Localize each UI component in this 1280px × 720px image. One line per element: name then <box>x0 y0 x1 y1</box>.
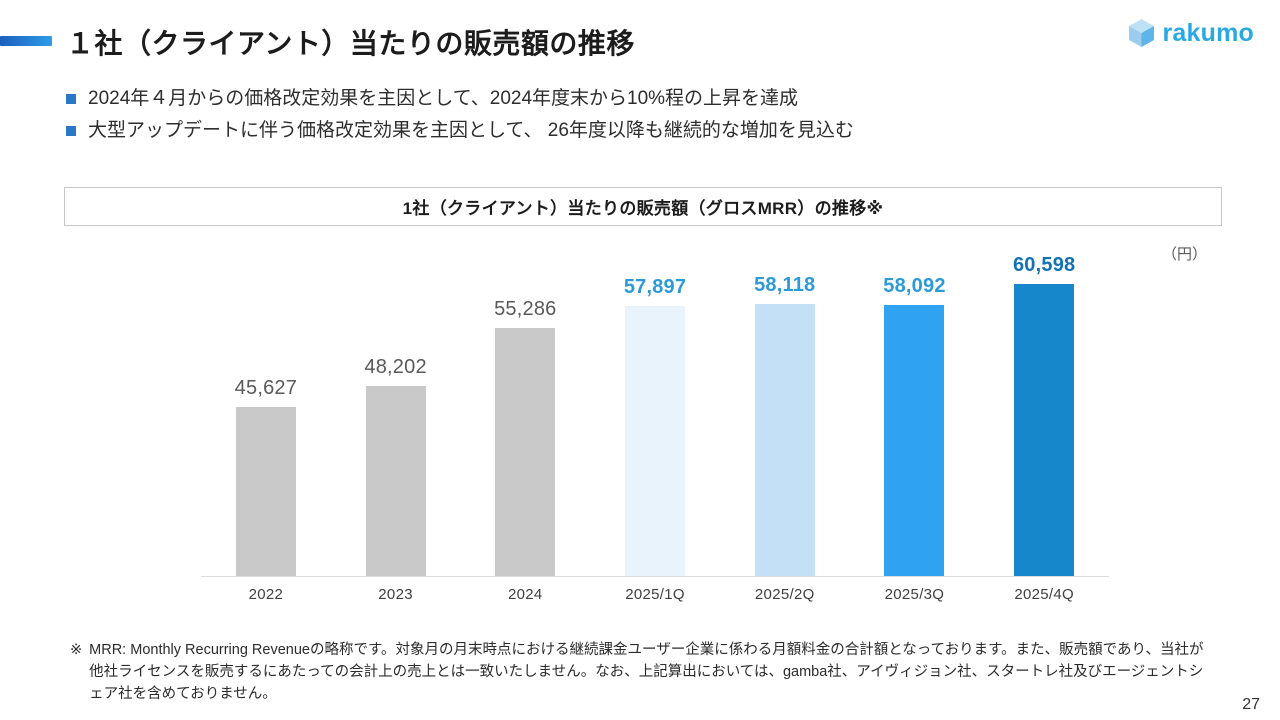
bullet-square-icon <box>66 94 76 104</box>
page-number: 27 <box>1242 696 1260 713</box>
bar <box>625 306 686 576</box>
x-axis-label: 2025/4Q <box>1014 586 1074 603</box>
footnote-line: MRR: Monthly Recurring Revenueの略称です。対象月の… <box>89 642 1204 658</box>
bar <box>754 304 815 576</box>
page-title: １社（クライアント）当たりの販売額の推移 <box>66 28 635 59</box>
rakumo-logo: rakumo <box>1128 18 1254 48</box>
bullet-list: 2024年４月からの価格改定効果を主因として、2024年度末から10%程の上昇を… <box>64 84 854 148</box>
footnote-line: ェア社を含めておりません。 <box>89 686 277 702</box>
bar-column: 45,627 <box>201 240 331 576</box>
bullet-text: 2024年４月からの価格改定効果を主因として、2024年度末から10%程の上昇を… <box>88 88 799 109</box>
bar-column: 58,118 <box>720 240 850 576</box>
bar-value-label: 58,092 <box>883 275 946 297</box>
bar <box>365 386 426 576</box>
bar-value-label: 60,598 <box>1012 254 1076 276</box>
bar-value-label: 57,897 <box>623 276 687 298</box>
footnote-text: MRR: Monthly Recurring Revenueの略称です。対象月の… <box>89 639 1203 705</box>
bullet-text: 大型アップデートに伴う価格改定効果を主因として、 26年度以降も継続的な増加を見… <box>88 120 854 141</box>
bar-column: 58,092 <box>850 240 980 576</box>
footnote: ※ MRR: Monthly Recurring Revenueの略称です。対象… <box>70 639 1222 705</box>
x-axis-label: 2022 <box>248 586 284 603</box>
unit-label: （円） <box>1162 246 1208 263</box>
bar <box>884 305 945 576</box>
bar-value-label: 48,202 <box>364 356 427 378</box>
x-axis-label: 2025/1Q <box>625 586 685 603</box>
bullet-item: 大型アップデートに伴う価格改定効果を主因として、 26年度以降も継続的な増加を見… <box>64 116 854 145</box>
title-accent-bar <box>0 36 52 46</box>
bullet-square-icon <box>66 126 76 136</box>
bullet-item: 2024年４月からの価格改定効果を主因として、2024年度末から10%程の上昇を… <box>64 84 854 113</box>
footnote-line: 他社ライセンスを販売するにあたっての会計上の売上とは一致いたしません。なお、上記… <box>89 664 1204 680</box>
bar-column: 57,897 <box>590 240 720 576</box>
bar-chart: 45,627 48,202 55,286 57,897 58,118 58,092 60,5… <box>201 240 1109 577</box>
chart-title: 1社（クライアント）当たりの販売額（グロスMRR）の推移※ <box>402 199 884 218</box>
bar <box>1014 284 1075 576</box>
bar-column: 55,286 <box>460 240 590 576</box>
bar <box>235 407 296 576</box>
x-axis-label: 2025/2Q <box>754 586 815 603</box>
x-axis-label: 2024 <box>508 586 543 603</box>
x-axis-label: 2023 <box>378 586 413 603</box>
rakumo-logo-text: rakumo <box>1162 18 1254 47</box>
bar-value-label: 55,286 <box>494 298 557 320</box>
bar-value-label: 58,118 <box>754 274 816 296</box>
bar-value-label: 45,627 <box>234 377 298 399</box>
bar-column: 60,598 <box>979 240 1109 576</box>
bar-column: 48,202 <box>331 240 461 576</box>
footnote-marker: ※ <box>70 642 83 658</box>
chart-title-box: 1社（クライアント）当たりの販売額（グロスMRR）の推移※ <box>64 187 1222 226</box>
bar <box>495 328 556 576</box>
x-axis-label: 2025/3Q <box>884 586 945 603</box>
x-axis-labels: 2022 2023 2024 2025/1Q 2025/2Q 2025/3Q 2025/4Q <box>201 586 1109 603</box>
rakumo-cube-icon <box>1129 19 1155 47</box>
